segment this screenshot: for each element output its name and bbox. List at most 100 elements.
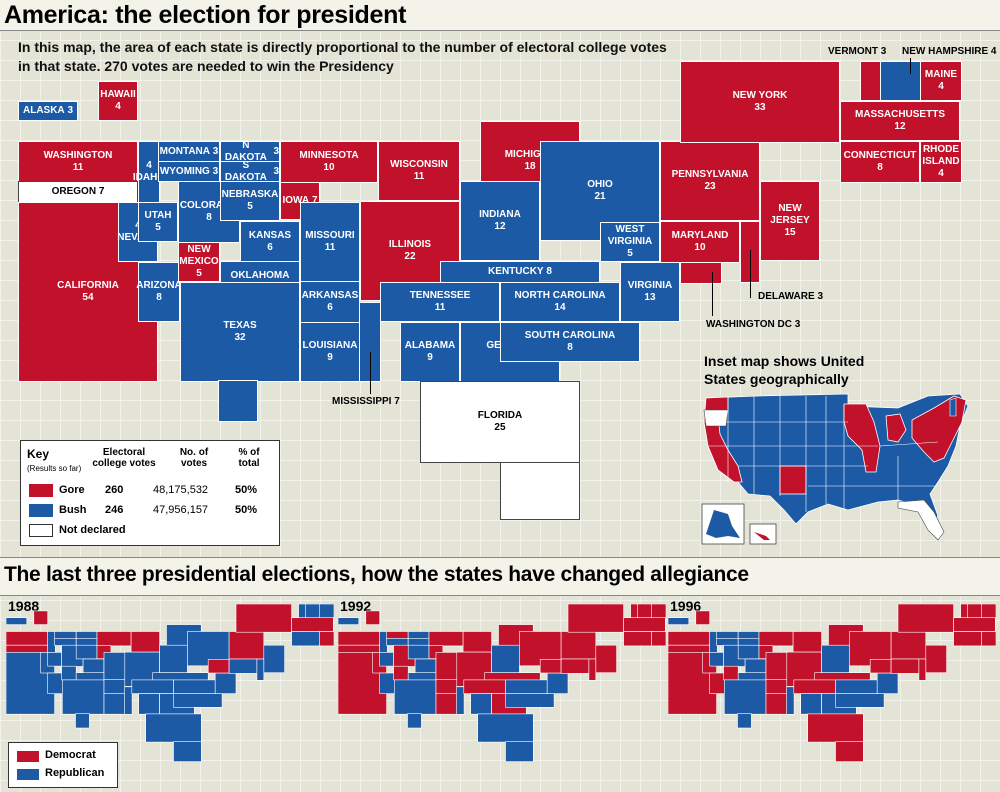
mini-state-az-1996: [709, 672, 725, 694]
state-south-carolina[interactable]: SOUTH CAROLINA 8: [500, 322, 640, 362]
mini-state-az-1988: [47, 672, 63, 694]
mini-state-or-1988: [6, 644, 49, 654]
state-rhode-island[interactable]: RHODE ISLAND 4: [920, 141, 962, 183]
state-indiana[interactable]: INDIANA 12: [460, 181, 540, 261]
key-popular-bush: 47,956,157: [153, 504, 209, 516]
mini-state-wy-1992: [386, 637, 409, 646]
mini-state-la-1992: [435, 693, 458, 715]
state-new-york[interactable]: NEW YORK 33: [680, 61, 840, 143]
inset-florida: [897, 499, 945, 541]
state-maryland[interactable]: MARYLAND 10: [660, 221, 740, 263]
state-maine[interactable]: MAINE 4: [920, 61, 962, 101]
mini-state-me-1996: [981, 604, 996, 618]
state-tennessee[interactable]: TENNESSEE 11: [380, 282, 500, 322]
mini-state-ri-1988: [319, 631, 334, 647]
history-title-bar: The last three presidential elections, h…: [0, 557, 1000, 596]
key-swatch-undeclared: [29, 524, 53, 537]
mini-state-wv-1996: [869, 658, 892, 674]
mini-state-mt-1992: [386, 631, 409, 639]
mini-state-wv-1992: [539, 658, 562, 674]
legend-label-democrat: Democrat: [45, 749, 96, 761]
state-florida[interactable]: FLORIDA 25: [420, 381, 580, 463]
state-utah[interactable]: UTAH 5: [138, 202, 178, 242]
state-arizona[interactable]: ARIZONA 8: [136, 262, 182, 322]
mini-state-ks-1988: [82, 658, 105, 674]
label-delaware: DELAWARE 3: [758, 291, 824, 302]
mini-state-nd-1996: [737, 631, 760, 639]
leader-new-hampshire: [910, 58, 911, 74]
state-kentucky[interactable]: KENTUCKY 8: [440, 261, 600, 283]
mini-state-sc-1992: [505, 693, 555, 708]
mini-state-in-1992: [491, 644, 520, 674]
mini-state-mo-1992: [435, 652, 458, 681]
state-florida-peninsula: [500, 462, 580, 520]
mini-state-mo-1988: [103, 652, 126, 681]
state-nebraska[interactable]: NEBRASKA 5: [220, 181, 280, 221]
inset-hawaii-box: [749, 523, 777, 545]
mini-state-ne-1992: [407, 644, 430, 660]
state-oregon[interactable]: OREGON 7: [18, 181, 138, 203]
mini-state-wi-1988: [130, 631, 160, 653]
state-virginia[interactable]: VIRGINIA 13: [620, 262, 680, 322]
state-alabama[interactable]: ALABAMA 9: [400, 322, 460, 382]
inset-michigan: [885, 413, 907, 443]
mini-state-wi-1996: [792, 631, 822, 653]
state-massachusetts[interactable]: MASSACHUSETTS 12: [840, 101, 960, 141]
mini-map-1988: [6, 604, 334, 762]
mini-state-mt-1988: [54, 631, 77, 639]
key-label-undeclared: Not declared: [59, 524, 126, 536]
state-kansas[interactable]: KANSAS 6: [240, 221, 300, 262]
mini-state-wa-1996: [668, 631, 711, 646]
key-subtitle: (Results so far): [27, 464, 82, 473]
key-electoral-bush: 246: [105, 504, 124, 516]
state-louisiana[interactable]: LOUISIANA 9: [300, 322, 360, 382]
state-new-mexico[interactable]: NEW MEXICO 5: [178, 242, 220, 282]
mini-state-tn-1992: [463, 679, 506, 694]
mini-state-md-1996: [890, 658, 920, 674]
mini-state-mn-1996: [758, 631, 794, 647]
state-alaska[interactable]: ALASKA 3: [18, 101, 78, 121]
mini-state-or-1996: [668, 644, 711, 654]
mini-state-de-1996: [918, 658, 927, 681]
mini-state-al-1996: [800, 693, 822, 715]
mini-state-nc-1992: [505, 679, 548, 694]
mini-state-de-1988: [256, 658, 265, 681]
mini-state-ne-1988: [75, 644, 98, 660]
state-s-dakota[interactable]: S DAKOTA 3: [220, 160, 280, 183]
state-idaho[interactable]: 4 IDAHO: [133, 141, 165, 203]
state-minnesota[interactable]: MINNESOTA 10: [280, 141, 378, 183]
state-montana[interactable]: MONTANA 3: [158, 141, 220, 162]
mini-state-la-1996: [765, 693, 788, 715]
state-texas[interactable]: TEXAS 32: [180, 282, 300, 382]
mini-state-al-1988: [138, 693, 160, 715]
mini-state-ne-1996: [737, 644, 760, 660]
state-washington[interactable]: WASHINGTON 11: [18, 141, 138, 183]
state-new-jersey[interactable]: NEW JERSEY 15: [760, 181, 820, 261]
mini-state-ny-1996: [897, 604, 954, 633]
mini-state-ri-1992: [651, 631, 666, 647]
state-wisconsin[interactable]: WISCONSIN 11: [378, 141, 460, 201]
state-west-virginia[interactable]: WEST VIRGINIA 5: [600, 222, 660, 262]
state-wyoming[interactable]: WYOMING 3: [158, 161, 220, 182]
mini-state-sd-1988: [75, 637, 98, 646]
state-missouri[interactable]: MISSOURI 11: [300, 202, 360, 282]
mini-state-az-1992: [379, 672, 395, 694]
mini-state-hi-1996: [695, 610, 710, 625]
state-washington-dc[interactable]: [680, 262, 722, 284]
inset-map: [701, 393, 969, 545]
key-label-gore: Gore: [59, 484, 85, 496]
mini-state-la-1988: [103, 693, 126, 715]
state-hawaii[interactable]: HAWAII 4: [98, 81, 138, 121]
state-arkansas[interactable]: ARKANSAS 6: [300, 281, 360, 323]
mini-state-id-1988: [47, 631, 56, 654]
key-swatch-bush: [29, 504, 53, 517]
mini-state-mn-1988: [96, 631, 132, 647]
leader-delaware: [750, 250, 751, 298]
mini-state-ut-1996: [709, 652, 724, 667]
mini-state-ar-1996: [765, 679, 788, 695]
state-connecticut[interactable]: CONNECTICUT 8: [840, 141, 920, 183]
state-north-carolina[interactable]: NORTH CAROLINA 14: [500, 282, 620, 322]
mini-state-nm-1992: [393, 665, 409, 681]
state-pennsylvania[interactable]: PENNSYLVANIA 23: [660, 141, 760, 221]
inset-alaska: [706, 510, 740, 538]
